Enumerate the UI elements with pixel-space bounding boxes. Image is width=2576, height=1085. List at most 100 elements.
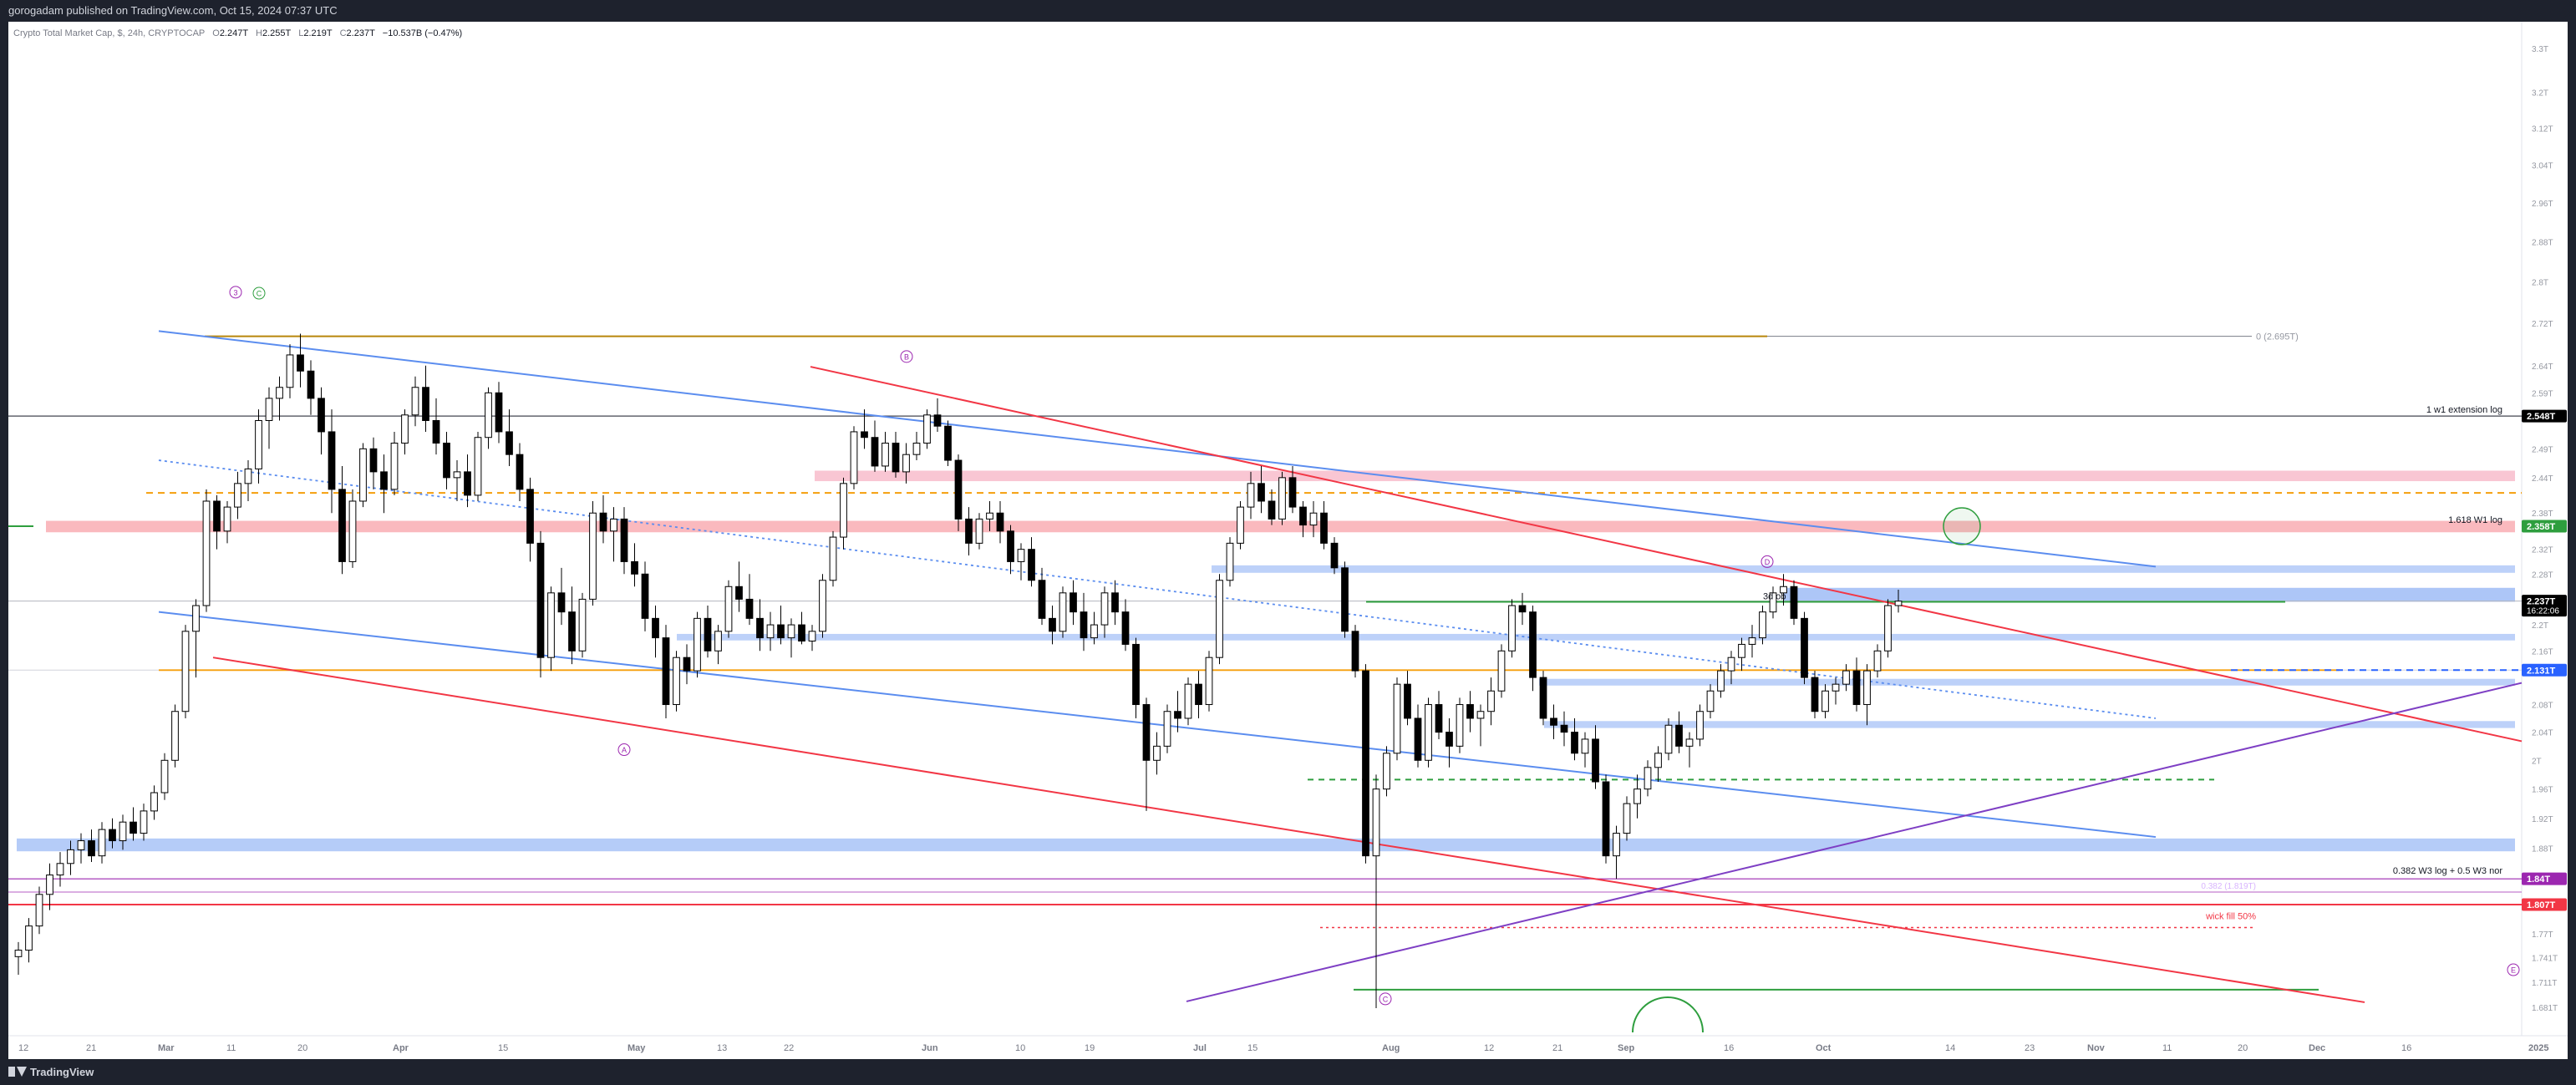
candle-body [735, 586, 743, 600]
publisher-bar: gorogadam published on TradingView.com, … [0, 0, 2576, 22]
candle [986, 500, 993, 531]
candle-body [975, 518, 983, 544]
candle [1644, 760, 1652, 797]
candle [965, 507, 973, 556]
fib-0382-label: 0.382 W3 log + 0.5 W3 nor [2393, 866, 2502, 876]
candle [683, 644, 691, 685]
candle-body [380, 471, 388, 490]
candle [871, 420, 879, 472]
candle [1581, 732, 1589, 768]
candle [390, 431, 399, 495]
change-value: −10.537B (−0.47%) [382, 28, 463, 38]
candle [704, 606, 712, 658]
y-tick-label: 2.88T [2532, 239, 2553, 248]
chart-frame[interactable]: 0 (2.695T) 1 w1 extension log 1.618 W1 log… [8, 22, 2568, 1059]
candle [1174, 691, 1181, 733]
candle-body [1738, 643, 1745, 658]
candle [1560, 711, 1568, 747]
candle [506, 409, 513, 466]
open-value: 2.247T [219, 28, 248, 38]
fib-1618-label: 1.618 W1 log [2448, 515, 2502, 525]
candle [1602, 774, 1610, 864]
candle-body [1613, 833, 1620, 857]
candle [1476, 704, 1485, 747]
candle-body [1644, 767, 1652, 790]
wave-label-circle [2507, 963, 2520, 976]
candle [359, 443, 367, 508]
x-tick-label: May [627, 1043, 646, 1053]
candle-body [265, 398, 273, 421]
x-tick-label: 10 [1015, 1043, 1025, 1053]
x-tick-label: Sep [1618, 1043, 1634, 1053]
candle [735, 561, 743, 612]
support-zone-1.88 [17, 838, 2515, 852]
candle-body [1685, 738, 1694, 747]
x-tick-label: 15 [1247, 1043, 1258, 1053]
candle-body [996, 512, 1004, 532]
candle-body [923, 414, 931, 444]
support-zone-2.11 [1539, 678, 2515, 686]
candle [589, 500, 597, 606]
candle [380, 454, 388, 514]
candle-body [861, 431, 868, 439]
candle-body [745, 598, 754, 619]
ob-zone-2.24 [1784, 587, 2515, 602]
candle-body [14, 950, 23, 957]
candle [88, 829, 95, 862]
candle-body [819, 580, 826, 632]
candle-body [1100, 592, 1109, 626]
candle [56, 852, 64, 887]
candle-body [338, 489, 346, 562]
candle-body [1372, 788, 1380, 857]
y-tick-label: 2.44T [2532, 474, 2553, 484]
candle-body [756, 617, 764, 639]
candle-body [536, 542, 545, 658]
candle [1780, 574, 1787, 606]
candle [1288, 465, 1297, 514]
price-tag: 2.548T [2522, 409, 2567, 423]
candle-body [1592, 738, 1599, 783]
candle-body [1801, 617, 1808, 678]
candle-body [1153, 745, 1161, 761]
candle-body [88, 840, 95, 857]
price-tag-value: 2.237T [2527, 597, 2556, 607]
candle [1613, 825, 1620, 880]
candle [255, 409, 262, 484]
price-chart[interactable]: 0 (2.695T) 1 w1 extension log 1.618 W1 log… [8, 22, 2568, 1059]
candle-body [1320, 512, 1328, 544]
candle-body [1205, 657, 1213, 706]
candle-body [589, 512, 597, 600]
y-tick-label: 2.16T [2532, 647, 2553, 657]
candle-body [119, 821, 127, 842]
candle [840, 477, 847, 550]
x-tick-label: Dec [2309, 1043, 2325, 1053]
symbol-legend: Crypto Total Market Cap, $, 24h, CRYPTOC… [13, 28, 462, 38]
y-tick-label: 2.96T [2532, 200, 2553, 209]
y-tick-label: 2.04T [2532, 729, 2553, 738]
y-tick-label: 2.08T [2532, 702, 2553, 711]
candle-body [902, 454, 910, 473]
candle-body [714, 631, 722, 652]
candle [808, 625, 816, 652]
y-tick-label: 2.32T [2532, 546, 2553, 555]
candle-body [1362, 670, 1369, 857]
candle-body [1132, 643, 1140, 706]
candle [202, 489, 211, 612]
candle-body [1602, 781, 1610, 857]
candle-body [557, 592, 566, 613]
candle [1425, 697, 1432, 768]
trendline-layer [8, 330, 2523, 1003]
wave-label-text: A [622, 746, 627, 754]
candle [1738, 637, 1745, 672]
x-tick-label: 16 [1724, 1043, 1734, 1053]
candle [923, 409, 931, 449]
y-tick-label: 1.88T [2532, 845, 2553, 854]
candle-body [641, 573, 649, 619]
y-tick-label: 2.59T [2532, 389, 2553, 398]
wave-label-circle [1379, 992, 1392, 1006]
pink-zone-2.44 [815, 470, 2515, 482]
candle-body [1717, 670, 1725, 692]
blue-channel-top [158, 330, 2157, 568]
candle-body [1446, 732, 1453, 747]
candle-body [255, 419, 262, 469]
